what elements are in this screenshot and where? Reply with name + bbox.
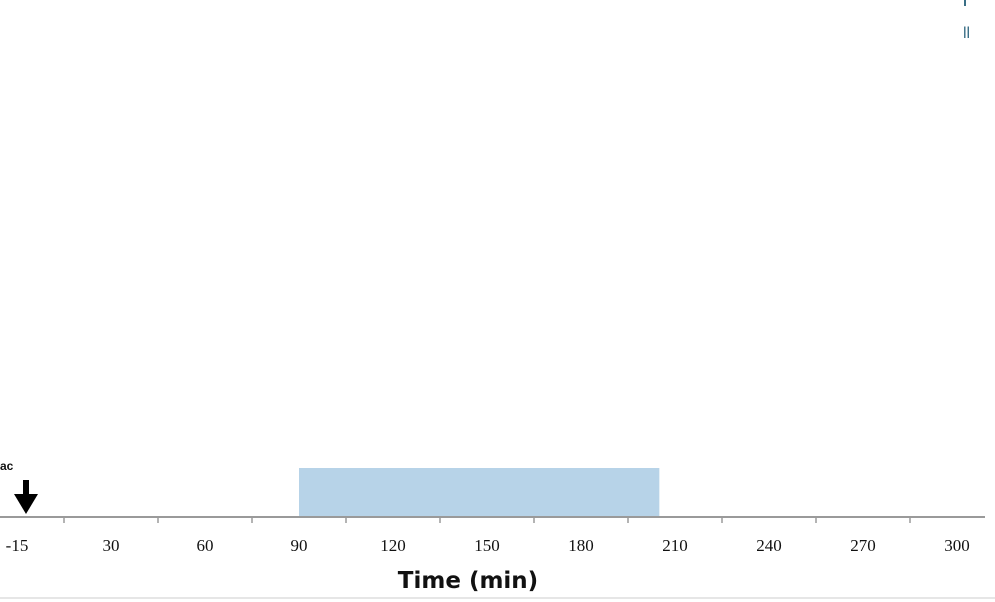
top-right-tick-fragment (964, 0, 966, 6)
x-tick-label: 120 (380, 536, 406, 555)
x-tick-label: 210 (662, 536, 688, 555)
x-tick-label: -15 (6, 536, 29, 555)
x-tick-label: 240 (756, 536, 782, 555)
x-tick-label: 180 (568, 536, 594, 555)
plot-area: -15 30 60 90 120 150 180 210 240 270 300 (0, 468, 995, 599)
x-tick-label: 90 (291, 536, 308, 555)
shaded-interval (299, 468, 660, 517)
x-tick-label: 300 (944, 536, 970, 555)
x-tick-label: 60 (197, 536, 214, 555)
partial-label: ac (0, 459, 14, 473)
arrow-shaft (23, 480, 29, 496)
x-tick-label: 30 (103, 536, 120, 555)
x-tick-label: 270 (850, 536, 876, 555)
x-axis-title: Time (min) (398, 568, 538, 594)
arrow-down-icon (14, 494, 38, 514)
top-right-mark: ll (963, 25, 970, 42)
x-tick-label: 150 (474, 536, 500, 555)
